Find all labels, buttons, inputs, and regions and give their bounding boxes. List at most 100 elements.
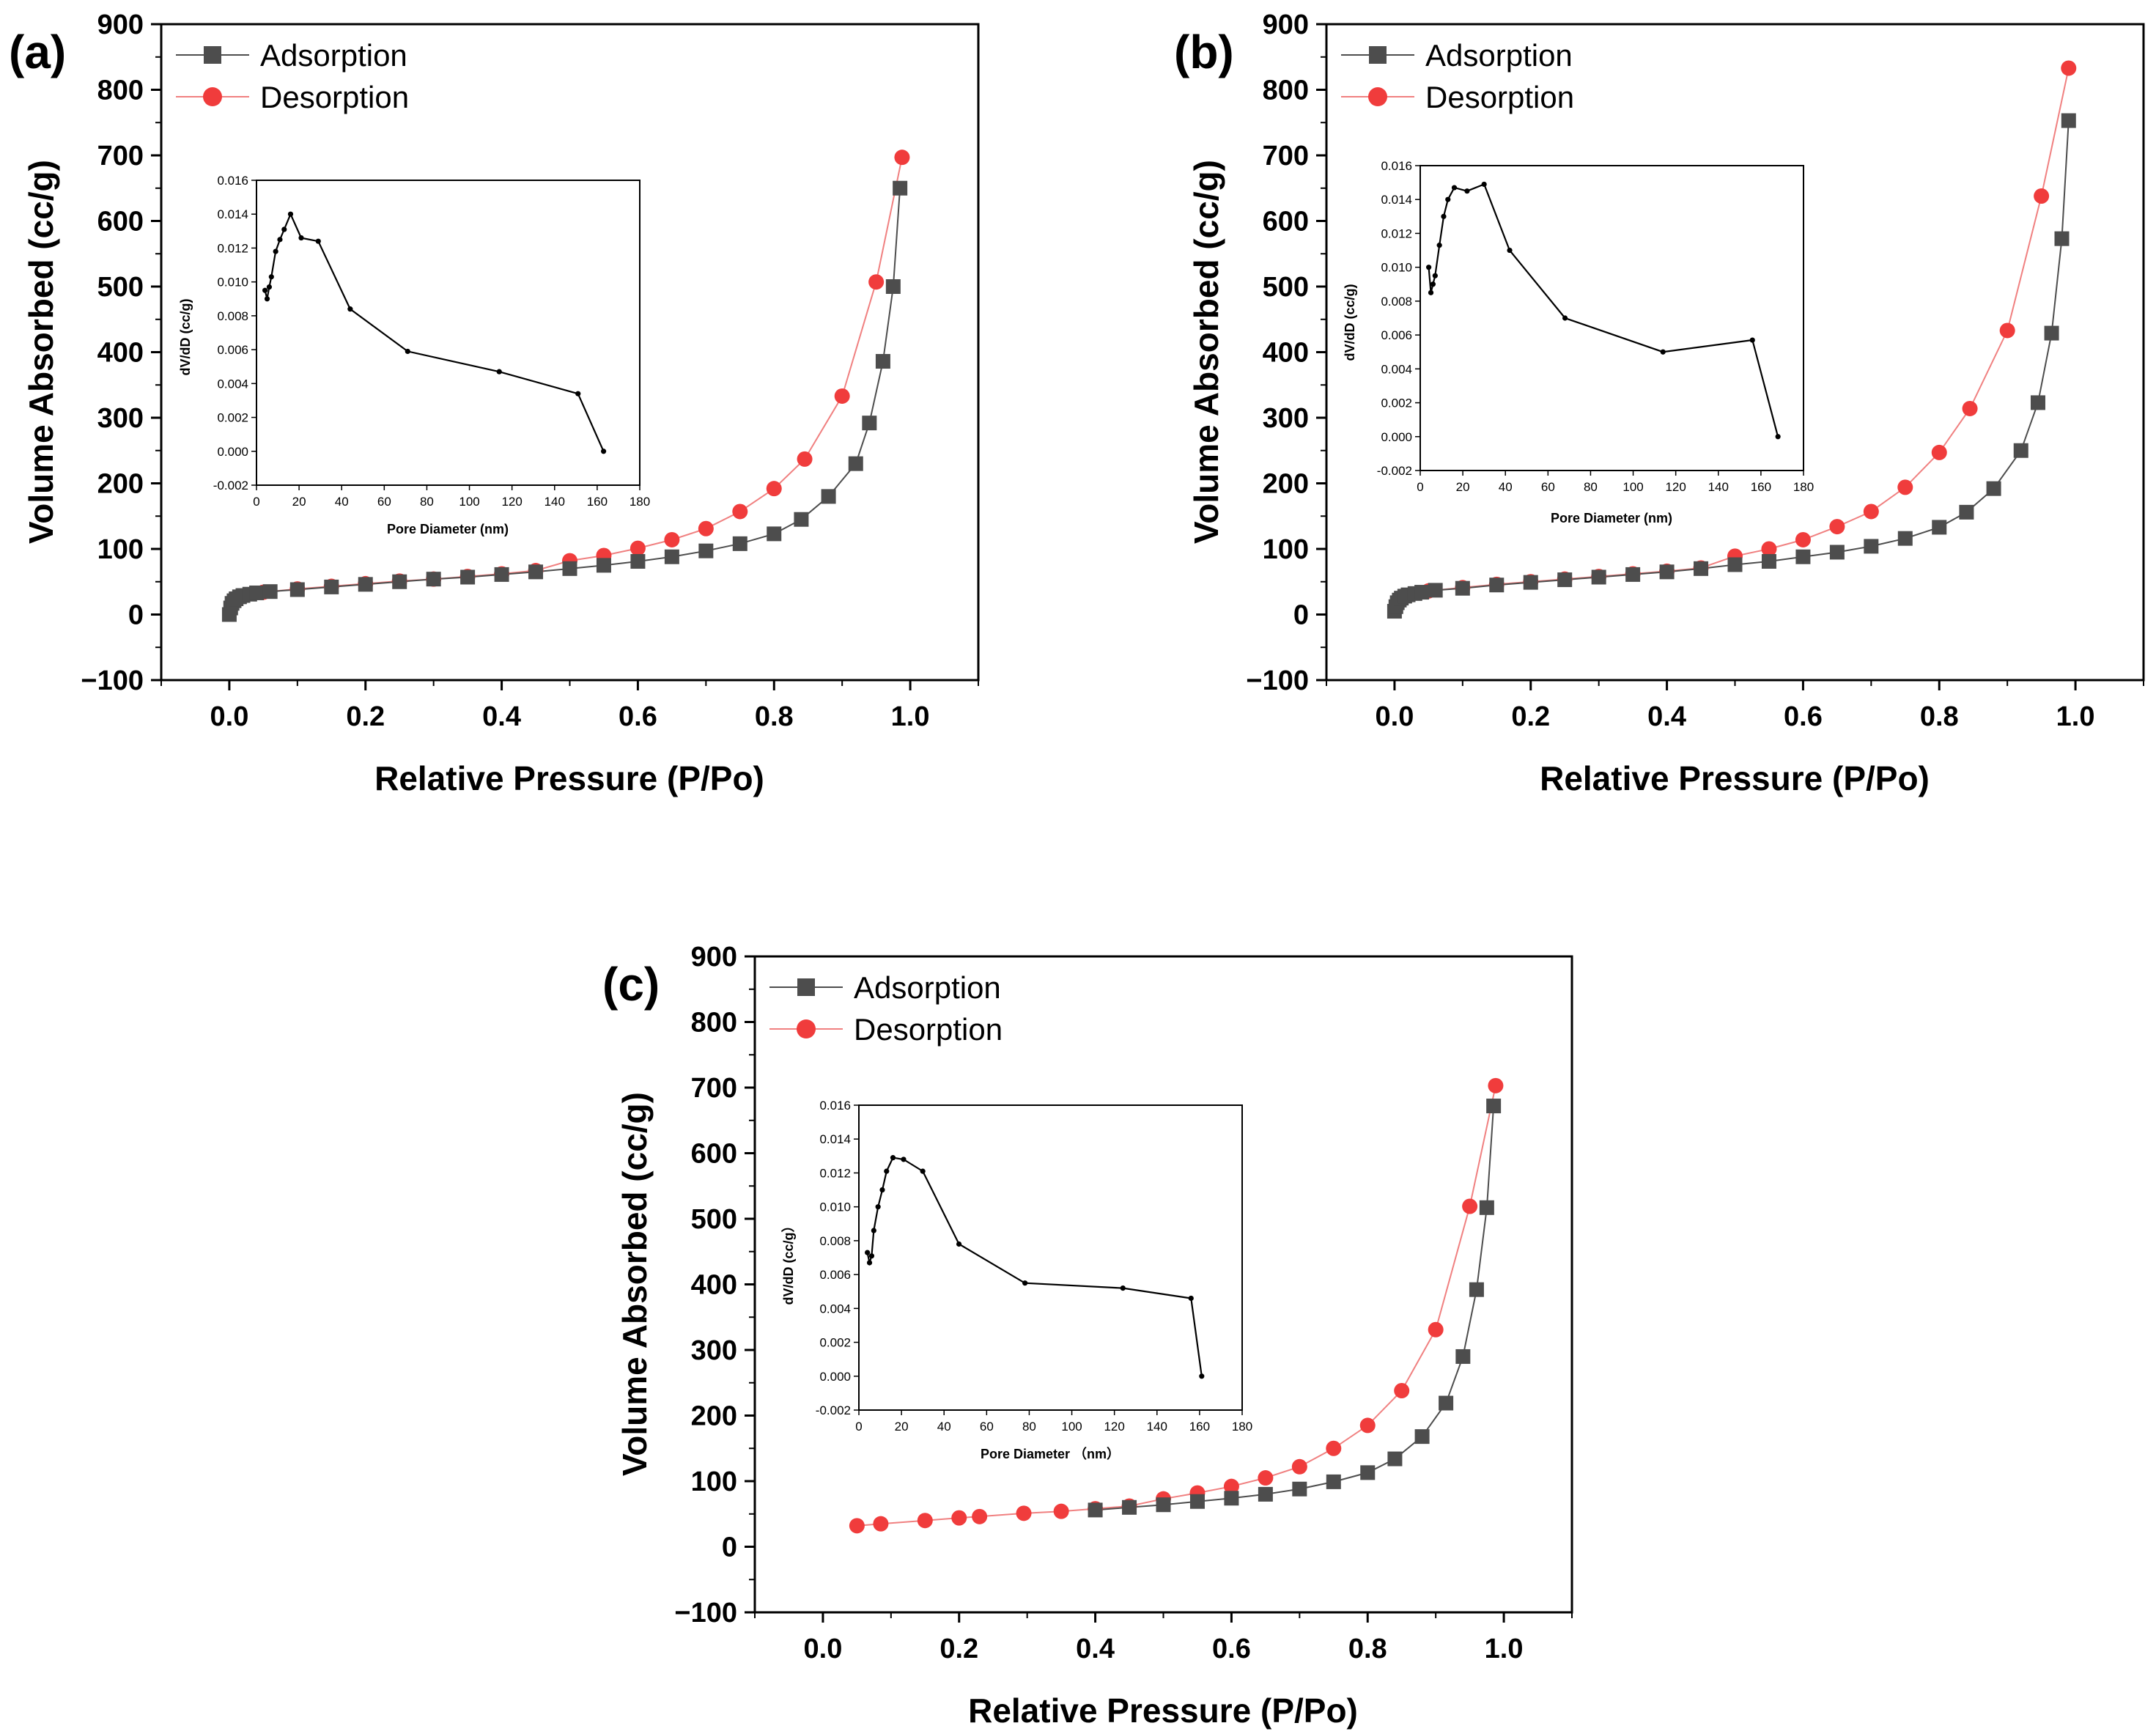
pore-size-point	[1022, 1280, 1028, 1286]
pore-size-point	[865, 1250, 871, 1255]
adsorption-point	[1428, 583, 1443, 598]
x-tick-label: 0.4	[482, 701, 521, 732]
adsorption-point	[1557, 572, 1573, 588]
pore-size-point	[601, 449, 607, 454]
pore-size-point	[1199, 1373, 1205, 1379]
desorption-point	[894, 150, 910, 166]
inset-y-tick-label: 0.000	[1381, 430, 1412, 444]
inset-y-tick-label: 0.006	[819, 1268, 851, 1282]
adsorption-point	[1795, 549, 1811, 564]
pore-size-point	[1749, 337, 1755, 343]
inset-y-tick-label: 0.000	[217, 445, 248, 459]
desorption-point	[1962, 400, 1978, 416]
adsorption-point	[1591, 569, 1606, 585]
legend-desorption-label: Desorption	[1425, 80, 1574, 114]
adsorption-point	[2044, 325, 2059, 341]
pore-size-point	[264, 296, 270, 302]
pore-size-point	[890, 1155, 896, 1161]
pore-size-point	[868, 1253, 875, 1259]
x-tick-label: 0.4	[1647, 701, 1686, 732]
desorption-point	[1897, 479, 1913, 495]
desorption-point	[1359, 1417, 1376, 1434]
inset-x-tick-label: 120	[1104, 1420, 1124, 1434]
pore-size-point	[901, 1156, 907, 1162]
adsorption-point	[1523, 575, 1538, 590]
panel-c-inset-frame	[858, 1104, 1243, 1411]
adsorption-point	[392, 574, 407, 589]
inset-y-tick-label: 0.010	[1381, 261, 1412, 275]
inset-x-tick-label: 40	[937, 1420, 951, 1434]
pore-size-point	[1507, 247, 1513, 254]
adsorption-point	[1829, 545, 1845, 560]
x-tick-label: 0.8	[1348, 1634, 1387, 1664]
adsorption-point	[893, 180, 908, 196]
circle-marker-icon	[203, 87, 222, 106]
desorption-point	[698, 520, 714, 536]
y-tick-label: 100	[691, 1466, 737, 1497]
adsorption-point	[1625, 567, 1641, 582]
desorption-point	[630, 540, 646, 556]
inset-x-tick-label: 160	[1751, 480, 1771, 494]
adsorption-point	[630, 554, 646, 569]
pore-size-point	[1430, 281, 1436, 287]
inset-y-tick-label: 0.008	[819, 1234, 851, 1248]
desorption-point	[2034, 188, 2050, 204]
inset-y-tick-label: 0.006	[217, 343, 248, 357]
desorption-point	[1829, 519, 1845, 535]
y-tick-label: 600	[1263, 207, 1309, 237]
panel-a-label: (a)	[9, 26, 66, 78]
inset-x-tick-label: 60	[1541, 480, 1555, 494]
adsorption-point	[2054, 231, 2070, 246]
panel-a-x-title: Relative Pressure (P/Po)	[374, 759, 764, 797]
inset-y-tick-label: -0.002	[816, 1403, 851, 1417]
adsorption-point	[596, 558, 611, 573]
x-tick-label: 0.0	[804, 1634, 843, 1664]
desorption-point	[1394, 1382, 1410, 1398]
inset-x-tick-label: 180	[1232, 1420, 1252, 1434]
y-tick-label: 0	[1293, 600, 1309, 631]
desorption-point	[664, 531, 680, 547]
adsorption-point	[358, 577, 373, 592]
adsorption-point	[1479, 1200, 1494, 1215]
adsorption-point	[460, 569, 476, 585]
inset-x-tick-label: 160	[1189, 1420, 1210, 1434]
y-tick-label: 800	[97, 75, 144, 106]
inset-y-tick-label: 0.014	[819, 1132, 851, 1146]
y-tick-label: 500	[691, 1204, 737, 1235]
y-tick-label: 500	[1263, 272, 1309, 303]
pore-size-point	[277, 237, 283, 243]
legend-adsorption-label: Adsorption	[260, 38, 407, 73]
inset-y-tick-label: 0.016	[217, 174, 248, 188]
pore-size-point	[875, 1204, 881, 1210]
adsorption-point	[1986, 481, 2001, 496]
inset-y-tick-label: -0.002	[213, 479, 248, 492]
adsorption-point	[794, 512, 809, 527]
pore-size-point	[1562, 315, 1568, 321]
panel-a-inset: -0.002 0.000 0.002 0.004 0.006 0.008 0.010 0.01…	[178, 174, 650, 536]
square-marker-icon	[797, 978, 815, 996]
panel-b-inset-y-title: dV/dD (cc/g)	[1343, 284, 1357, 361]
x-tick-label: 0.0	[1376, 701, 1414, 732]
y-tick-label: 400	[1263, 338, 1309, 369]
pore-size-point	[1188, 1295, 1194, 1302]
pore-size-point	[1481, 181, 1487, 188]
inset-x-tick-label: 0	[855, 1420, 862, 1434]
desorption-point	[951, 1510, 967, 1526]
panel-b-inset: -0.002 0.000 0.002 0.004 0.006 0.008 0.010 0.01…	[1343, 159, 1814, 525]
legend-desorption-label: Desorption	[854, 1012, 1003, 1047]
x-tick-label: 0.2	[939, 1634, 978, 1664]
adsorption-point	[1455, 580, 1470, 596]
inset-y-tick-label: 0.010	[819, 1200, 851, 1214]
pore-size-point	[866, 1260, 873, 1266]
inset-y-tick-label: 0.012	[1381, 226, 1412, 240]
pore-size-point	[298, 235, 304, 241]
pore-size-point	[1426, 265, 1432, 270]
desorption-point	[873, 1516, 889, 1532]
inset-y-tick-label: 0.008	[217, 309, 248, 323]
pore-size-point	[1660, 349, 1666, 355]
inset-y-tick-label: 0.002	[819, 1336, 851, 1350]
inset-x-tick-label: 140	[1147, 1420, 1167, 1434]
inset-x-tick-label: 40	[1499, 480, 1513, 494]
pore-size-point	[273, 248, 278, 254]
pore-size-point	[1775, 434, 1781, 440]
